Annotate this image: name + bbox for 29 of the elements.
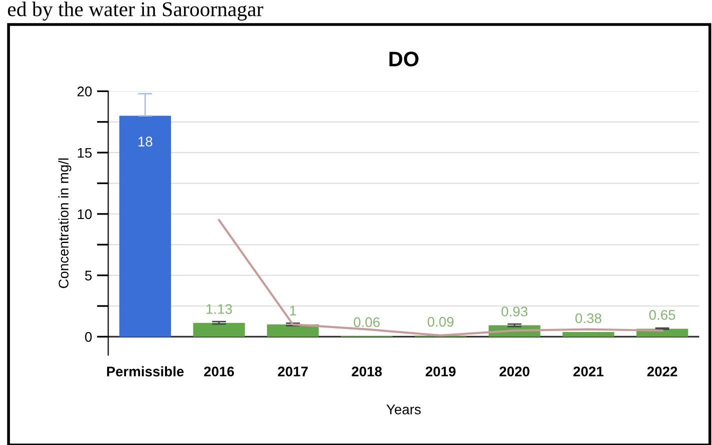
- bar: [562, 332, 614, 337]
- bar: [193, 322, 245, 337]
- x-tick-label: 2020: [500, 366, 530, 376]
- data-label: 18: [138, 136, 152, 147]
- y-tick-label: 15: [78, 148, 92, 158]
- data-label: 1.13: [206, 304, 232, 314]
- y-tick-label: 10: [78, 209, 92, 220]
- x-tick-label: 2018: [352, 366, 382, 376]
- y-axis-title: Concentration in mg/l: [58, 158, 72, 288]
- x-axis-title: Years: [386, 404, 421, 414]
- y-tick-label: 0: [85, 332, 92, 342]
- chart-title: DO: [389, 52, 418, 66]
- data-label: 0.06: [354, 317, 380, 328]
- data-label: 0.09: [428, 316, 454, 327]
- y-tick-label: 5: [85, 270, 92, 280]
- text: ed by the water in Saroornagar: [8, 2, 264, 21]
- bar: [267, 324, 319, 337]
- data-label: 0.93: [502, 306, 528, 316]
- bar: [119, 116, 172, 337]
- y-tick-label: 20: [78, 86, 92, 96]
- x-tick-label: 2016: [204, 366, 234, 376]
- x-tick-label: 2022: [647, 366, 678, 376]
- data-label: 0.65: [649, 310, 676, 320]
- x-tick-label: 2021: [573, 366, 604, 376]
- x-tick-label: 2019: [426, 366, 456, 376]
- x-tick-label: Permissible: [107, 366, 184, 376]
- data-label: 0.38: [575, 313, 602, 324]
- x-tick-label: 2017: [278, 366, 308, 376]
- data-label: 1: [290, 306, 296, 316]
